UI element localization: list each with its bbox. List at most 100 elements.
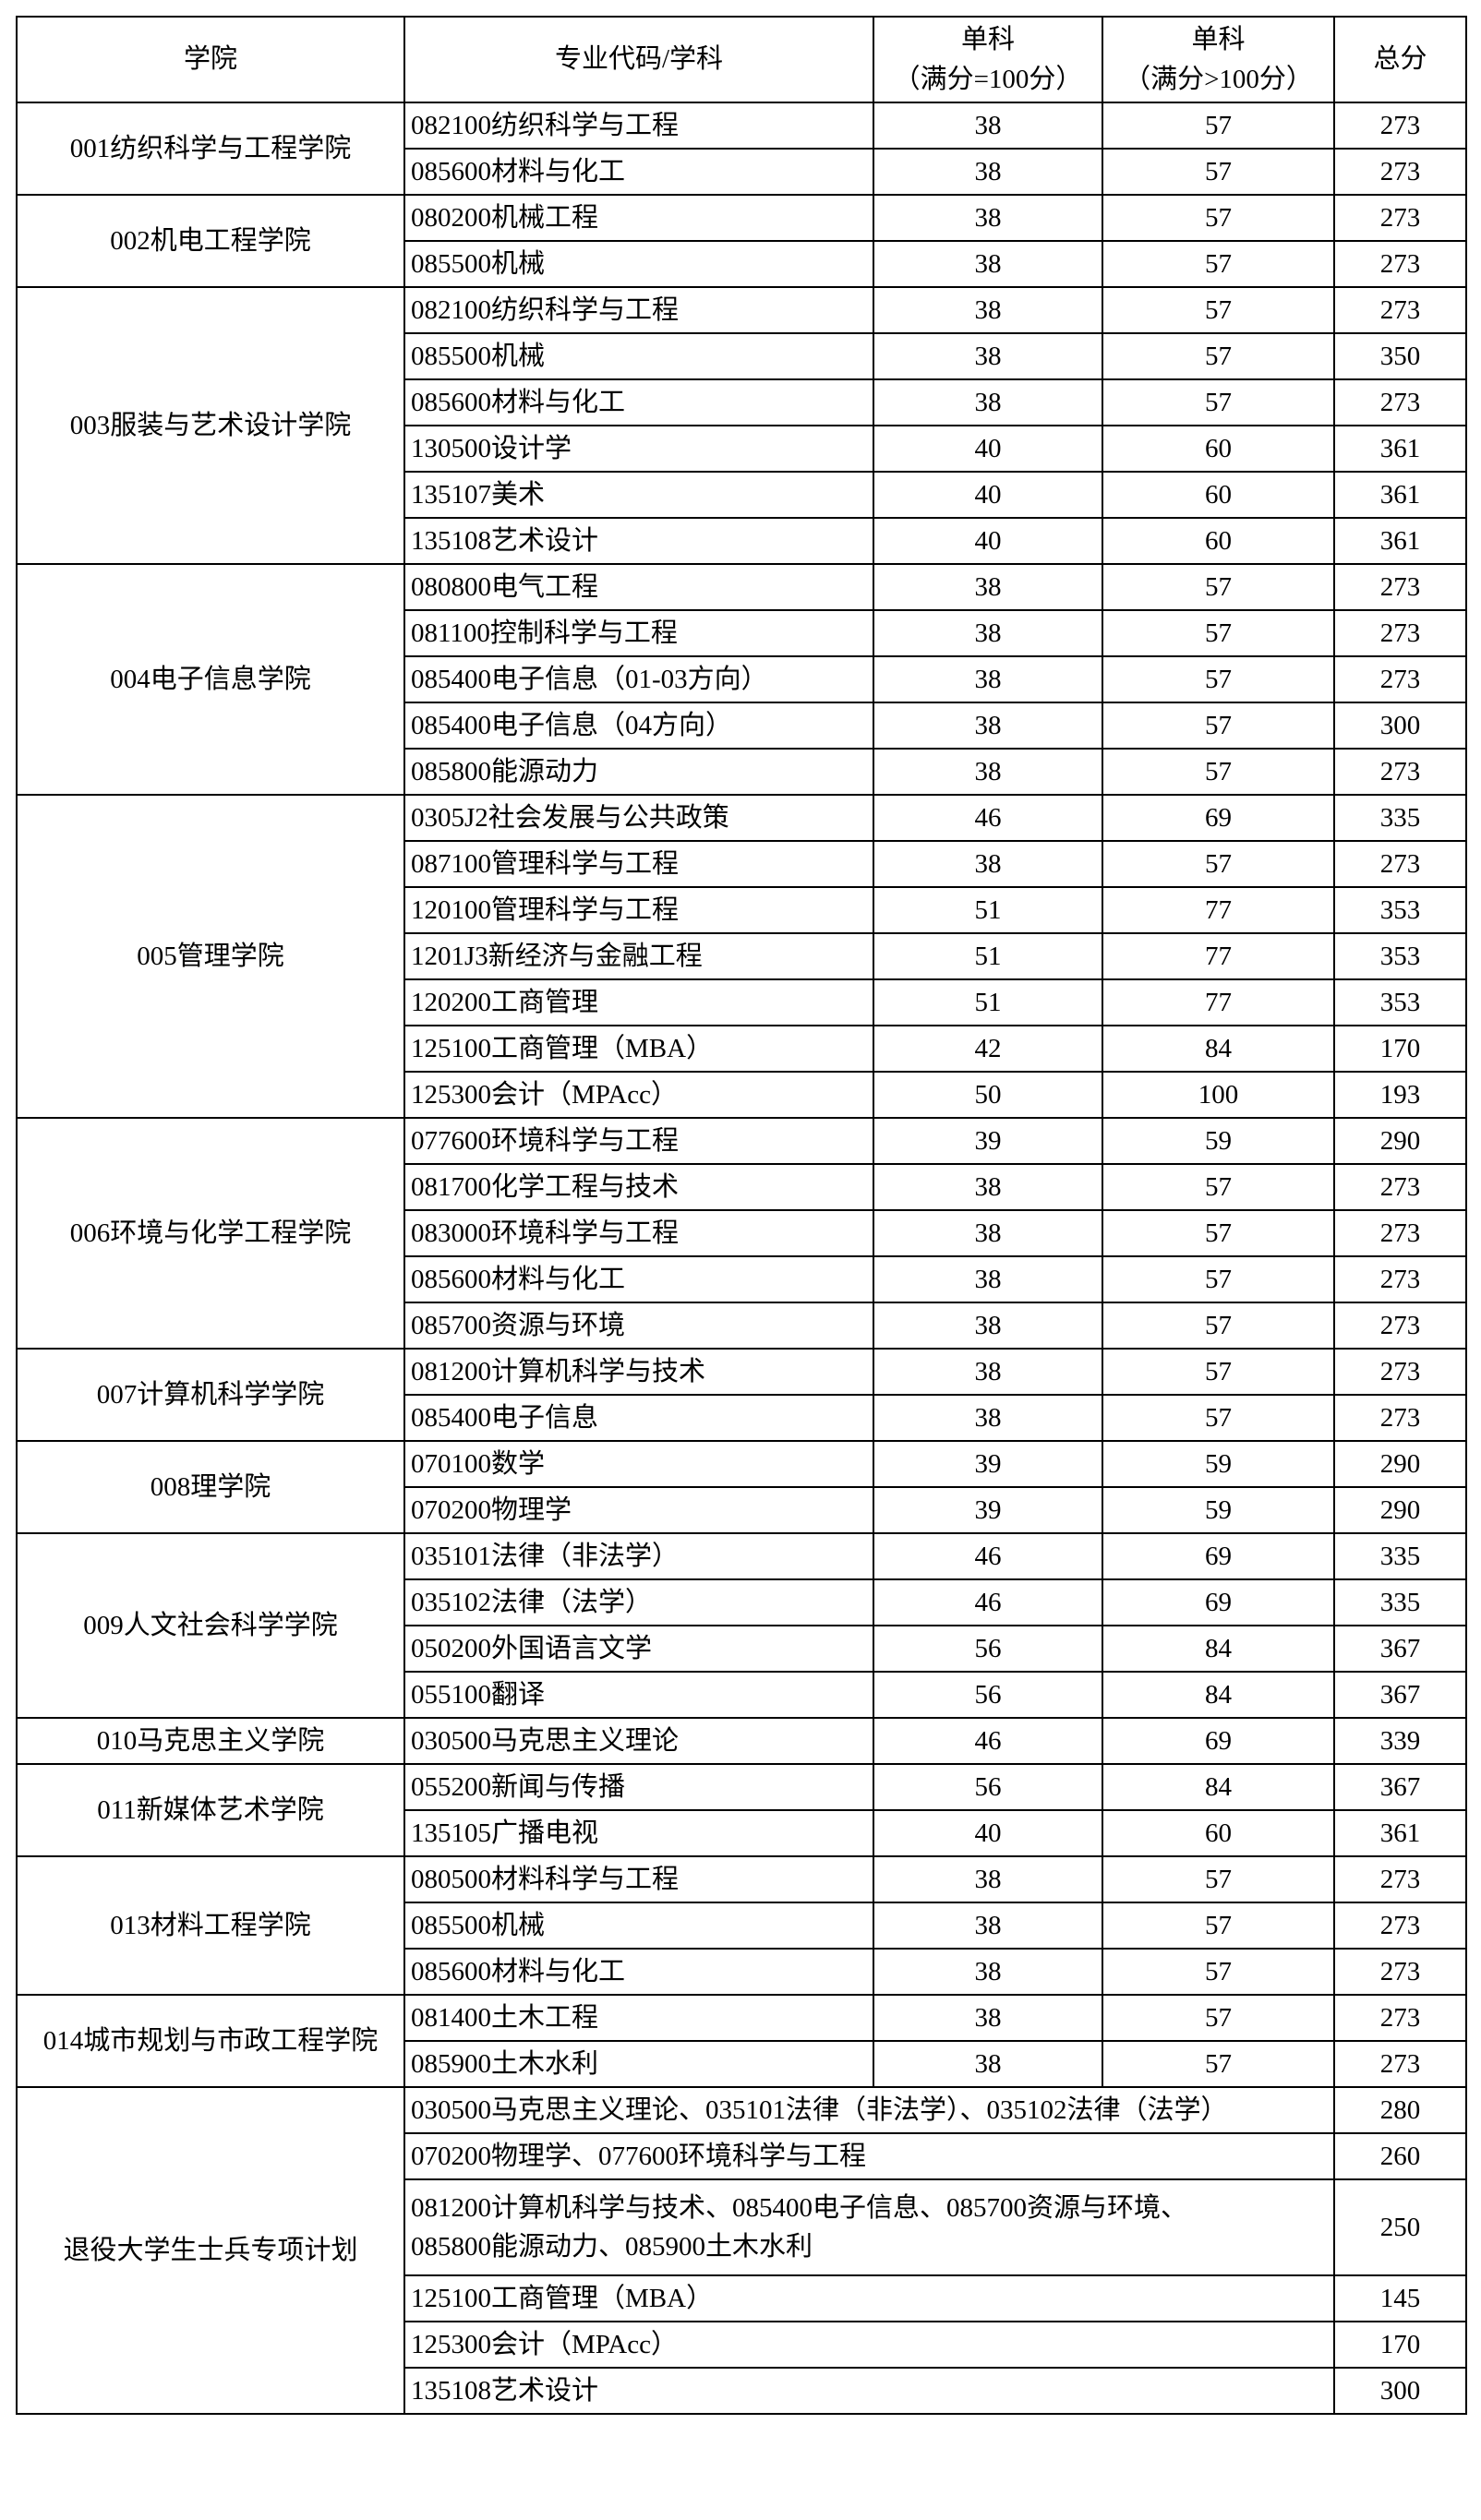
table-row: 085600材料与化工 38 57 273 (17, 148, 1467, 196)
total-cell: 193 (1333, 1071, 1467, 1119)
major-cell: 0305J2社会发展与公共政策 (403, 794, 874, 842)
single-over-100-cell: 57 (1102, 240, 1335, 288)
total-cell: 273 (1333, 563, 1467, 611)
table-row: 125100工商管理（MBA） 145 (17, 2274, 1467, 2322)
table-row: 085700资源与环境 38 57 273 (17, 1302, 1467, 1350)
college-cell: 006环境与化学工程学院 (16, 1117, 405, 1350)
major-cell: 077600环境科学与工程 (403, 1117, 874, 1165)
single-100-cell: 38 (873, 1163, 1103, 1211)
total-cell: 339 (1333, 1717, 1467, 1765)
total-cell: 361 (1333, 1809, 1467, 1857)
major-cell: 1201J3新经济与金融工程 (403, 932, 874, 980)
major-cell: 085400电子信息（04方向） (403, 702, 874, 750)
single-100-cell: 38 (873, 702, 1103, 750)
single-over-100-cell: 57 (1102, 1948, 1335, 1996)
single-100-cell: 40 (873, 425, 1103, 473)
college-cell: 002机电工程学院 (16, 194, 405, 288)
total-cell: 273 (1333, 1394, 1467, 1442)
major-cell: 083000环境科学与工程 (403, 1209, 874, 1257)
total-cell: 273 (1333, 1302, 1467, 1350)
single-100-cell: 38 (873, 2040, 1103, 2088)
major-cell: 120100管理科学与工程 (403, 886, 874, 934)
total-cell: 300 (1333, 702, 1467, 750)
total-cell: 290 (1333, 1440, 1467, 1488)
major-cell: 135107美术 (403, 471, 874, 519)
table-row: 085400电子信息（01-03方向） 38 57 273 (17, 655, 1467, 703)
single-over-100-cell: 69 (1102, 1578, 1335, 1626)
total-cell: 367 (1333, 1671, 1467, 1719)
major-cell: 035102法律（法学） (403, 1578, 874, 1626)
single-100-cell: 38 (873, 148, 1103, 196)
single-100-cell: 38 (873, 1255, 1103, 1303)
major-cell: 030500马克思主义理论、035101法律（非法学）、035102法律（法学） (403, 2086, 1335, 2134)
total-cell: 273 (1333, 1902, 1467, 1950)
single-over-100-cell: 100 (1102, 1071, 1335, 1119)
college-cell: 013材料工程学院 (16, 1855, 405, 1996)
major-cell: 030500马克思主义理论 (403, 1717, 874, 1765)
table-row: 130500设计学 40 60 361 (17, 425, 1467, 473)
total-cell: 273 (1333, 1948, 1467, 1996)
college-cell: 011新媒体艺术学院 (16, 1763, 405, 1857)
total-cell: 273 (1333, 1209, 1467, 1257)
major-cell: 085600材料与化工 (403, 378, 874, 426)
single-100-cell: 38 (873, 1902, 1103, 1950)
single-over-100-cell: 57 (1102, 563, 1335, 611)
table-row: 085500机械 38 57 273 (17, 240, 1467, 288)
single-100-cell: 40 (873, 1809, 1103, 1857)
table-row: 007计算机科学学院 081200计算机科学与技术 38 57 273 (16, 1348, 1467, 1442)
single-100-cell: 56 (873, 1625, 1103, 1673)
table-row: 006环境与化学工程学院 077600环境科学与工程 39 59 290 (16, 1117, 1467, 1350)
single-100-cell: 38 (873, 840, 1103, 888)
single-100-cell: 51 (873, 932, 1103, 980)
major-cell: 125300会计（MPAcc） (403, 2321, 1335, 2369)
single-100-cell: 38 (873, 102, 1103, 150)
single-over-100-cell: 84 (1102, 1025, 1335, 1073)
college-cell: 004电子信息学院 (16, 563, 405, 796)
single-100-cell: 38 (873, 332, 1103, 380)
total-cell: 273 (1333, 286, 1467, 334)
major-cell: 085600材料与化工 (403, 148, 874, 196)
header-row: 学院 专业代码/学科 单科 （满分=100分） 单科 （满分>100分） 总分 (16, 16, 1467, 103)
single-over-100-cell: 57 (1102, 2040, 1335, 2088)
total-cell: 273 (1333, 102, 1467, 150)
single-100-cell: 38 (873, 1855, 1103, 1903)
total-cell: 353 (1333, 978, 1467, 1026)
major-cell: 135108艺术设计 (403, 517, 874, 565)
total-cell: 273 (1333, 378, 1467, 426)
single-over-100-cell: 59 (1102, 1486, 1335, 1534)
major-cell: 085600材料与化工 (403, 1948, 874, 1996)
single-over-100-cell: 84 (1102, 1625, 1335, 1673)
total-cell: 300 (1333, 2367, 1467, 2415)
total-cell: 273 (1333, 2040, 1467, 2088)
single-over-100-cell: 57 (1102, 1855, 1335, 1903)
total-cell: 361 (1333, 425, 1467, 473)
table-row: 085600材料与化工 38 57 273 (17, 1255, 1467, 1303)
major-cell: 050200外国语言文学 (403, 1625, 874, 1673)
major-cell: 135108艺术设计 (403, 2367, 1335, 2415)
major-cell: 082100纺织科学与工程 (403, 102, 874, 150)
college-cell: 003服装与艺术设计学院 (16, 286, 405, 565)
table-row: 070200物理学、077600环境科学与工程 260 (17, 2132, 1467, 2180)
single-over-100-cell: 57 (1102, 102, 1335, 150)
total-cell: 353 (1333, 932, 1467, 980)
major-cell: 080800电气工程 (403, 563, 874, 611)
single-100-cell: 39 (873, 1486, 1103, 1534)
table-row: 083000环境科学与工程 38 57 273 (17, 1209, 1467, 1257)
table-row: 125300会计（MPAcc） 50 100 193 (17, 1071, 1467, 1119)
table-row: 085900土木水利 38 57 273 (17, 2040, 1467, 2088)
table-row: 085400电子信息 38 57 273 (17, 1394, 1467, 1442)
major-cell: 081200计算机科学与技术 (403, 1348, 874, 1396)
table-row: 085500机械 38 57 273 (17, 1902, 1467, 1950)
total-cell: 273 (1333, 748, 1467, 796)
single-100-cell: 38 (873, 286, 1103, 334)
single-over-100-cell: 60 (1102, 425, 1335, 473)
table-row: 085500机械 38 57 350 (17, 332, 1467, 380)
single-over-100-cell: 57 (1102, 1209, 1335, 1257)
single-over-100-cell: 57 (1102, 609, 1335, 657)
single-over-100-cell: 60 (1102, 1809, 1335, 1857)
single-over-100-cell: 57 (1102, 1902, 1335, 1950)
total-cell: 273 (1333, 240, 1467, 288)
single-over-100-cell: 69 (1102, 1717, 1335, 1765)
college-cell: 001纺织科学与工程学院 (16, 102, 405, 196)
score-table: 学院 专业代码/学科 单科 （满分=100分） 单科 （满分>100分） 总分 00… (16, 16, 1467, 2415)
